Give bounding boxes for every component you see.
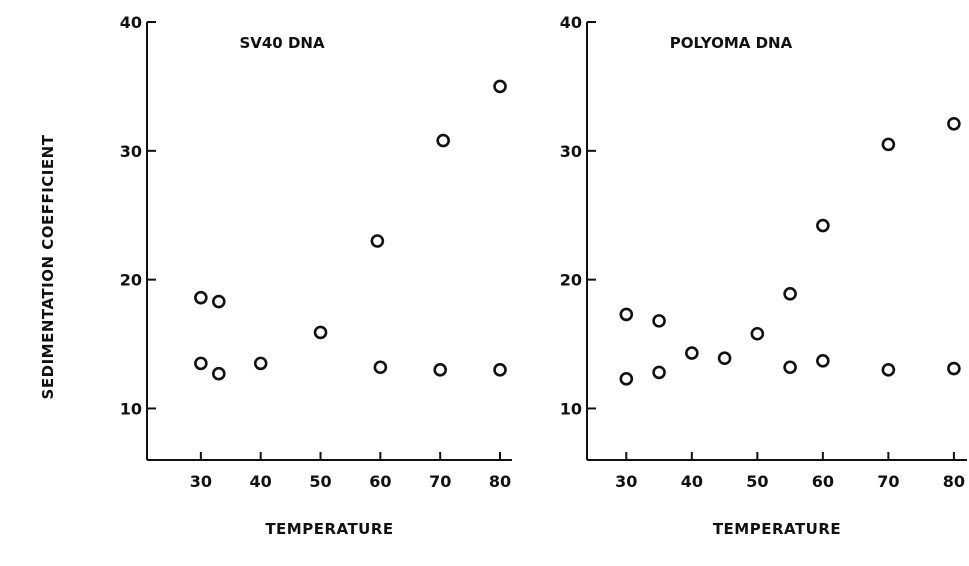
polyoma-panel-title: POLYOMA DNA bbox=[670, 34, 793, 52]
polyoma-y-tick-label: 20 bbox=[560, 271, 582, 290]
polyoma-data-point bbox=[783, 287, 797, 301]
sv40-x-tick-label: 30 bbox=[190, 472, 212, 491]
shared-y-axis-label: SEDIMENTATION COEFFICIENT bbox=[39, 134, 57, 399]
polyoma-data-point bbox=[750, 326, 765, 341]
sv40-data-point bbox=[373, 360, 388, 375]
polyoma-data-point bbox=[881, 363, 896, 377]
sv40-data-point bbox=[253, 356, 268, 371]
polyoma-data-point bbox=[816, 354, 830, 368]
polyoma-data-point bbox=[619, 372, 634, 386]
sv40-x-tick-label: 80 bbox=[489, 472, 511, 491]
polyoma-data-point bbox=[881, 137, 896, 152]
sv40-data-point bbox=[313, 325, 328, 340]
polyoma-y-tick-label: 40 bbox=[560, 13, 582, 32]
sv40-data-point bbox=[194, 356, 208, 371]
sv40-data-point bbox=[433, 363, 447, 377]
sv40-data-point bbox=[436, 133, 450, 148]
polyoma-data-point bbox=[619, 307, 634, 322]
polyoma-panel: 10 20 30 40 30 40 50 60 70 80 POLYOMA DNA TEMPERATU… bbox=[560, 13, 967, 538]
polyoma-x-axis-label: TEMPERATURE bbox=[713, 520, 841, 538]
polyoma-x-tick-label: 40 bbox=[681, 472, 703, 491]
polyoma-data-point bbox=[717, 351, 732, 366]
sv40-y-tick-label: 20 bbox=[120, 271, 142, 290]
polyoma-y-tick-label: 30 bbox=[560, 142, 582, 161]
polyoma-x-tick-label: 80 bbox=[943, 472, 965, 491]
polyoma-data-point bbox=[816, 218, 830, 233]
sv40-data-point bbox=[194, 290, 208, 305]
sv40-x-tick-label: 70 bbox=[429, 472, 451, 491]
sv40-x-axis-label: TEMPERATURE bbox=[265, 520, 393, 538]
sv40-x-tick-label: 40 bbox=[250, 472, 272, 491]
polyoma-data-point bbox=[947, 116, 961, 131]
sv40-x-tick-label: 50 bbox=[309, 472, 331, 491]
sv40-data-point bbox=[212, 294, 226, 309]
polyoma-y-tick-label: 10 bbox=[560, 399, 582, 418]
polyoma-data-point bbox=[685, 346, 699, 360]
sv40-data-point bbox=[493, 79, 507, 94]
polyoma-x-tick-label: 50 bbox=[746, 472, 768, 491]
sv40-data-point bbox=[493, 363, 507, 377]
sv40-panel: 10 20 30 40 30 40 50 60 70 80 SV40 DNA TEMPERATURE bbox=[120, 13, 512, 538]
polyoma-x-tick-label: 30 bbox=[615, 472, 637, 491]
sv40-data-point bbox=[370, 234, 385, 248]
sv40-y-tick-label: 30 bbox=[120, 142, 142, 161]
sv40-y-tick-label: 10 bbox=[120, 399, 142, 418]
polyoma-x-tick-label: 60 bbox=[812, 472, 834, 491]
sv40-data-point bbox=[212, 366, 226, 381]
sv40-panel-title: SV40 DNA bbox=[239, 34, 325, 52]
polyoma-data-point bbox=[652, 365, 666, 380]
polyoma-data-point bbox=[652, 314, 666, 328]
sv40-y-tick-label: 40 bbox=[120, 13, 142, 32]
sv40-x-tick-label: 60 bbox=[369, 472, 391, 491]
polyoma-data-point bbox=[783, 360, 797, 375]
polyoma-data-point bbox=[947, 361, 961, 376]
polyoma-x-tick-label: 70 bbox=[877, 472, 899, 491]
